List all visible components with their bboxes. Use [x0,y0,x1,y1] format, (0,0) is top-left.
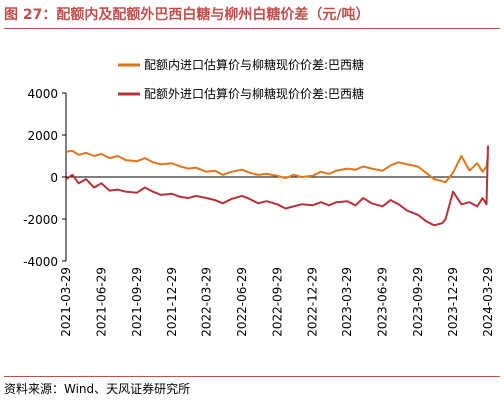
x-tick-label: 2021-06-29 [94,267,108,337]
x-tick-label: 2022-09-29 [270,267,284,337]
x-tick-label: 2023-03-29 [340,267,354,337]
x-tick-label: 2022-12-29 [305,267,319,337]
x-tick-label: 2023-12-29 [446,267,460,337]
x-tick-label: 2021-09-29 [130,267,144,337]
x-tick-label: 2023-09-29 [411,267,425,337]
y-tick-label: -2000 [23,213,58,227]
y-tick-label: 0 [50,171,58,185]
title-divider [4,28,500,29]
y-tick-label: 2000 [27,129,58,143]
series-line-inside [65,149,489,184]
x-tick-label: 2023-06-29 [376,267,390,337]
plot-lines [65,145,489,227]
x-tick-label: 2024-03-29 [481,267,495,337]
line-chart: 配额内进口估算价与柳糖现价价差:巴西糖 配额外进口估算价与柳糖现价价差:巴西糖 … [23,57,495,337]
x-tick-label: 2022-06-29 [235,267,249,337]
x-tick-label: 2022-03-29 [200,267,214,337]
legend-label-inside: 配额内进口估算价与柳糖现价价差:巴西糖 [144,57,364,72]
y-tick-label: -4000 [23,255,58,269]
series-line-outside [65,145,489,227]
legend-label-outside: 配额外进口估算价与柳糖现价价差:巴西糖 [144,86,364,101]
x-axis: 2021-03-29 2021-06-29 2021-09-29 2021-12-29… [59,176,495,337]
footer-divider [4,376,500,377]
source-note: 资料来源：Wind、天风证券研究所 [4,382,191,396]
x-tick-label: 2021-12-29 [165,267,179,337]
legend: 配额内进口估算价与柳糖现价价差:巴西糖 配额外进口估算价与柳糖现价价差:巴西糖 [118,57,364,101]
chart-title: 图 27：配额内及配额外巴西白糖与柳州白糖价差（元/吨） [4,7,370,23]
y-tick-label: 4000 [27,87,58,101]
y-axis: -4000 -2000 0 2000 4000 [23,87,67,269]
x-tick-label: 2021-03-29 [59,267,73,337]
